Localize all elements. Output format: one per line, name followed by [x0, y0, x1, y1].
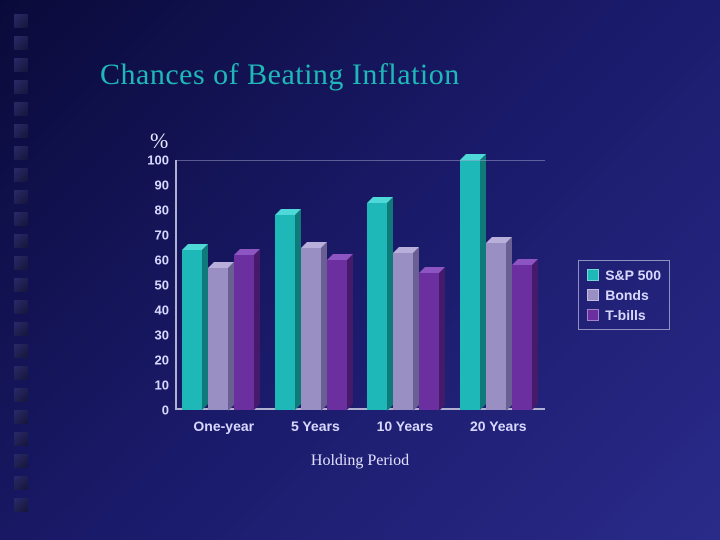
x-axis-label: 20 Years: [470, 418, 527, 434]
bar-groups: [175, 160, 545, 410]
bar-front: [460, 160, 480, 410]
decor-square: [14, 300, 28, 314]
decor-square: [14, 102, 28, 116]
x-axis-label: One-year: [193, 418, 254, 434]
decor-square: [14, 80, 28, 94]
legend-item: Bonds: [587, 287, 661, 303]
bar: [234, 255, 254, 410]
x-axis-label: 10 Years: [377, 418, 434, 434]
bar: [393, 253, 413, 411]
bar: [419, 273, 439, 411]
legend-label: Bonds: [605, 287, 649, 303]
bar-side: [439, 267, 445, 411]
legend-swatch: [587, 309, 599, 321]
bar: [486, 243, 506, 411]
y-tick-label: 0: [162, 403, 169, 418]
bar: [208, 268, 228, 411]
bar-front: [275, 215, 295, 410]
y-tick-label: 20: [155, 353, 169, 368]
legend-label: S&P 500: [605, 267, 661, 283]
chart-container: 0102030405060708090100 One-year 5 Years 10…: [120, 160, 660, 480]
y-tick-label: 60: [155, 253, 169, 268]
slide-title: Chances of Beating Inflation: [100, 58, 460, 92]
bar: [182, 250, 202, 410]
bar-front: [301, 248, 321, 411]
bar: [460, 160, 480, 410]
x-axis-title: Holding Period: [175, 452, 545, 470]
y-tick-label: 30: [155, 328, 169, 343]
x-axis-label: 5 Years: [291, 418, 340, 434]
decor-square: [14, 410, 28, 424]
legend-swatch: [587, 269, 599, 281]
decor-square: [14, 14, 28, 28]
bar-front: [327, 260, 347, 410]
bar-group: [367, 203, 445, 411]
decor-square: [14, 190, 28, 204]
x-axis-labels: One-year 5 Years 10 Years 20 Years: [175, 418, 545, 434]
bar-group: [275, 215, 353, 410]
slide-decor-column: [14, 14, 28, 526]
decor-square: [14, 212, 28, 226]
grid-line: [175, 160, 545, 161]
legend-label: T-bills: [605, 307, 645, 323]
bar: [512, 265, 532, 410]
legend-item: S&P 500: [587, 267, 661, 283]
bar-front: [393, 253, 413, 411]
decor-square: [14, 124, 28, 138]
y-tick-label: 10: [155, 378, 169, 393]
bar: [275, 215, 295, 410]
bar-front: [234, 255, 254, 410]
bar-front: [208, 268, 228, 411]
bar: [301, 248, 321, 411]
plot-area: 0102030405060708090100: [175, 160, 545, 410]
decor-square: [14, 388, 28, 402]
decor-square: [14, 454, 28, 468]
y-tick-label: 70: [155, 228, 169, 243]
bar-side: [347, 254, 353, 410]
decor-square: [14, 256, 28, 270]
legend-item: T-bills: [587, 307, 661, 323]
decor-square: [14, 432, 28, 446]
bar-front: [182, 250, 202, 410]
bar-front: [419, 273, 439, 411]
decor-square: [14, 234, 28, 248]
y-tick-label: 100: [147, 153, 169, 168]
y-tick-label: 50: [155, 278, 169, 293]
bar-front: [512, 265, 532, 410]
y-tick-label: 40: [155, 303, 169, 318]
bar-front: [486, 243, 506, 411]
decor-square: [14, 168, 28, 182]
bar-group: [460, 160, 538, 410]
y-tick-label: 80: [155, 203, 169, 218]
legend-swatch: [587, 289, 599, 301]
bar: [327, 260, 347, 410]
y-tick-label: 90: [155, 178, 169, 193]
decor-square: [14, 58, 28, 72]
bar-front: [367, 203, 387, 411]
decor-square: [14, 344, 28, 358]
y-axis-unit: %: [150, 128, 168, 154]
decor-square: [14, 476, 28, 490]
decor-square: [14, 36, 28, 50]
bar-side: [254, 249, 260, 410]
decor-square: [14, 366, 28, 380]
bar-side: [532, 259, 538, 410]
bar: [367, 203, 387, 411]
bar-group: [182, 250, 260, 410]
legend: S&P 500 Bonds T-bills: [578, 260, 670, 330]
decor-square: [14, 278, 28, 292]
decor-square: [14, 498, 28, 512]
decor-square: [14, 146, 28, 160]
decor-square: [14, 322, 28, 336]
